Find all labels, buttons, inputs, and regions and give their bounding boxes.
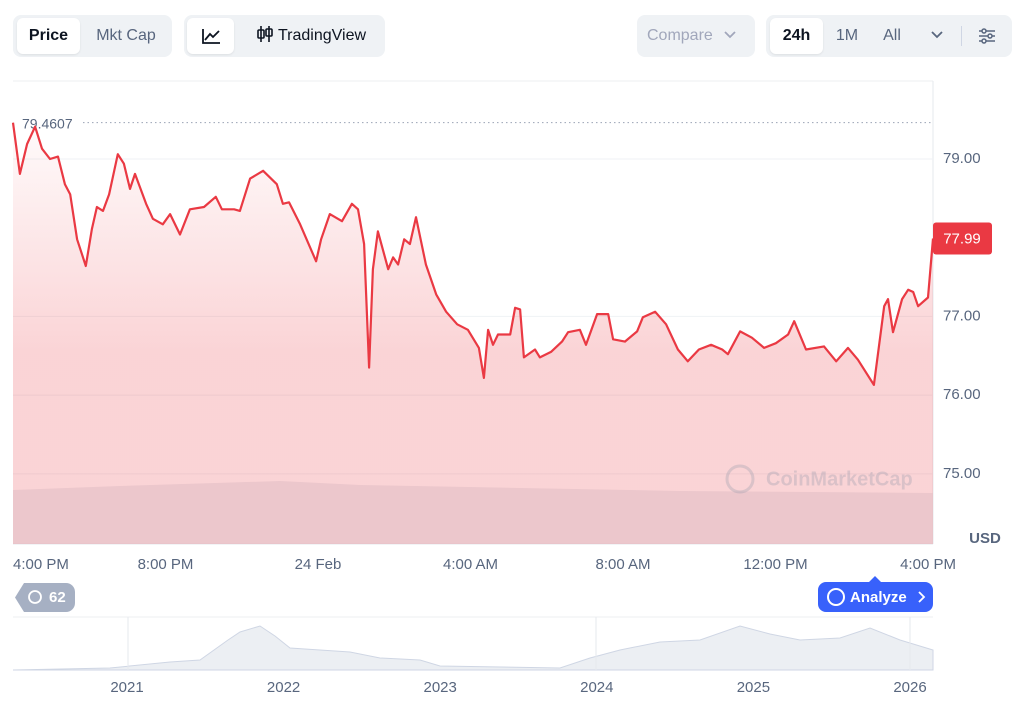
x-tick-label: 4:00 AM <box>443 556 498 573</box>
range-more[interactable] <box>922 18 952 54</box>
x-tick-label: 8:00 AM <box>596 556 651 573</box>
year-label: 2022 <box>267 679 300 696</box>
chevron <box>931 31 943 39</box>
history-pill-bg <box>15 583 75 612</box>
current-price-tag <box>933 222 992 255</box>
watermark-logo <box>725 464 755 494</box>
y-tick-label: 79.00 <box>943 150 981 167</box>
high-label: 79.4607 <box>22 115 73 131</box>
year-label: 2021 <box>110 679 143 696</box>
range-group: 24h 1M All <box>766 15 1012 57</box>
history-count: 62 <box>49 589 66 606</box>
range-24h[interactable]: 24h <box>770 18 823 54</box>
separator <box>961 26 962 46</box>
x-tick-label: 24 Feb <box>295 556 342 573</box>
candle-icon <box>257 26 273 42</box>
line-chart-button[interactable] <box>187 18 234 54</box>
y-tick-label: 76.00 <box>943 386 981 403</box>
volume-area <box>13 481 933 544</box>
compare-dropdown[interactable]: Compare <box>637 15 755 57</box>
y-tick-label: 75.00 <box>943 465 981 482</box>
tradingview-button[interactable]: TradingView <box>246 18 376 54</box>
price-line <box>11 122 935 386</box>
compare-button[interactable]: Compare <box>647 18 747 54</box>
mkt-cap-button[interactable]: Mkt Cap <box>96 27 156 44</box>
history-icon <box>28 590 42 604</box>
year-label: 2023 <box>424 679 457 696</box>
watermark-text: CoinMarketCap <box>766 468 913 490</box>
chart-type-group: TradingView <box>184 15 385 57</box>
price-button[interactable]: Price <box>17 18 80 54</box>
compare-label: Compare <box>647 27 713 44</box>
x-tick-label: 4:00 PM <box>900 556 956 573</box>
current-price-label: 77.99 <box>943 230 981 247</box>
year-label: 2025 <box>737 679 770 696</box>
analyze-icon <box>827 588 845 606</box>
range-all[interactable]: All <box>883 27 901 44</box>
settings-icon <box>979 28 995 44</box>
watermark: CoinMarketCap <box>725 464 913 494</box>
x-tick-label: 4:00 PM <box>13 556 69 573</box>
analyze-bg <box>818 576 933 612</box>
toggle-group: Price Mkt Cap <box>13 15 172 57</box>
price-area <box>13 122 933 544</box>
line-icon <box>201 29 220 44</box>
range-1m[interactable]: 1M <box>835 27 859 44</box>
y-tick-label: 77.00 <box>943 307 981 324</box>
tradingview-label: TradingView <box>277 27 367 44</box>
year-label: 2026 <box>893 679 926 696</box>
x-tick-label: 8:00 PM <box>138 556 194 573</box>
analyze-button[interactable]: Analyze <box>818 576 933 612</box>
settings-button[interactable] <box>971 18 1003 54</box>
x-tick-label: 12:00 PM <box>743 556 807 573</box>
chevron <box>724 31 736 39</box>
y-axis-label: USD <box>969 530 1001 547</box>
year-label: 2024 <box>580 679 613 696</box>
analyze-arrow <box>918 591 926 603</box>
history-pill[interactable]: 62 <box>15 583 75 612</box>
analyze-label: Analyze <box>850 589 907 606</box>
navigator-area <box>12 625 934 671</box>
